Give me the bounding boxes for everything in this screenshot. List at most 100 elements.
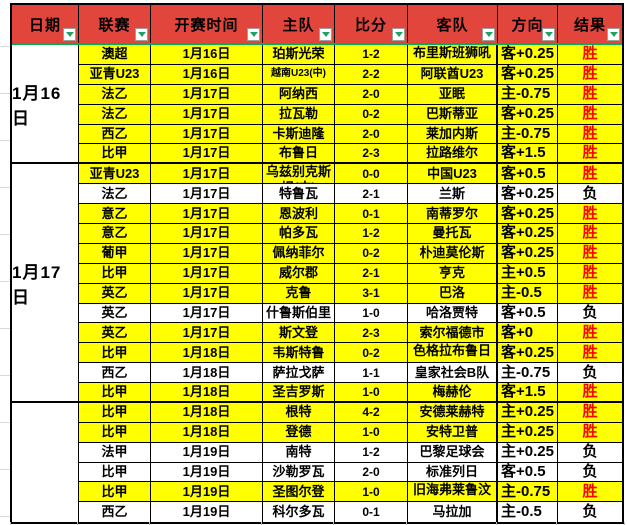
league-cell[interactable]: 英乙	[79, 283, 151, 303]
handicap-direction-cell[interactable]: 主-0.5	[498, 283, 558, 303]
score-cell[interactable]: 0-0	[335, 164, 408, 184]
league-cell[interactable]: 法乙	[79, 104, 151, 124]
home-team-cell[interactable]: 威尔郡	[263, 263, 335, 283]
score-cell[interactable]: 1-2	[335, 442, 408, 462]
handicap-direction-cell[interactable]: 客+0	[498, 323, 558, 343]
score-cell[interactable]: 0-2	[335, 104, 408, 124]
kickoff-date-cell[interactable]: 1月17日	[151, 104, 263, 124]
kickoff-date-cell[interactable]: 1月19日	[151, 442, 263, 462]
handicap-direction-cell[interactable]: 主-0.5	[498, 502, 558, 523]
home-team-cell[interactable]: 圣吉罗斯	[263, 383, 335, 401]
kickoff-date-cell[interactable]: 1月17日	[151, 84, 263, 104]
kickoff-date-cell[interactable]: 1月17日	[151, 204, 263, 223]
away-team-cell[interactable]: 安特卫普	[408, 422, 498, 442]
handicap-direction-cell[interactable]: 主+0.5	[498, 263, 558, 283]
league-cell[interactable]: 比甲	[79, 482, 151, 502]
handicap-direction-cell[interactable]: 客+0.25	[498, 104, 558, 124]
home-team-cell[interactable]: 萨拉戈萨	[263, 363, 335, 382]
result-cell[interactable]: 胜	[582, 383, 598, 400]
handicap-direction-cell[interactable]: 主-0.75	[498, 363, 558, 382]
score-cell[interactable]: 0-1	[335, 204, 408, 223]
league-cell[interactable]: 比甲	[79, 462, 151, 482]
away-team-cell[interactable]: 色格拉布鲁日	[408, 343, 498, 363]
filter-dropdown-button[interactable]	[63, 28, 76, 41]
result-cell[interactable]: 负	[582, 303, 598, 321]
result-cell[interactable]: 胜	[582, 204, 598, 222]
kickoff-date-cell[interactable]: 1月18日	[151, 363, 263, 382]
handicap-direction-cell[interactable]: 客+0.25	[498, 45, 558, 64]
score-cell[interactable]: 1-0	[335, 303, 408, 323]
date-group-cell[interactable]	[12, 402, 78, 522]
home-team-cell[interactable]: 圣图尔登	[263, 482, 335, 502]
league-cell[interactable]: 法甲	[79, 442, 151, 462]
away-team-cell[interactable]: 梅赫伦	[408, 383, 498, 401]
result-cell[interactable]: 负	[582, 363, 598, 381]
kickoff-date-cell[interactable]: 1月17日	[151, 224, 263, 243]
home-team-cell[interactable]: 帕多瓦	[263, 224, 335, 243]
filter-dropdown-button[interactable]	[482, 28, 495, 41]
home-team-cell[interactable]: 珀斯光荣	[263, 45, 335, 64]
filter-dropdown-button[interactable]	[607, 28, 620, 41]
away-team-cell[interactable]: 阿联酋U23	[408, 64, 498, 84]
score-cell[interactable]: 2-2	[335, 64, 408, 84]
score-cell[interactable]: 2-1	[335, 184, 408, 204]
score-cell[interactable]: 2-3	[335, 323, 408, 343]
league-cell[interactable]: 西乙	[79, 502, 151, 523]
away-team-cell[interactable]: 哈洛贾特	[408, 303, 498, 323]
result-cell[interactable]: 胜	[582, 423, 598, 441]
handicap-direction-cell[interactable]: 客+1.5	[498, 383, 558, 401]
kickoff-date-cell[interactable]: 1月16日	[151, 64, 263, 84]
league-cell[interactable]: 亚青U23	[79, 164, 151, 184]
league-cell[interactable]: 比甲	[79, 144, 151, 163]
kickoff-date-cell[interactable]: 1月17日	[151, 323, 263, 343]
result-cell[interactable]: 负	[582, 184, 598, 202]
result-cell[interactable]: 胜	[582, 65, 598, 83]
league-cell[interactable]: 澳超	[79, 45, 151, 64]
score-cell[interactable]: 1-0	[335, 482, 408, 502]
league-cell[interactable]: 意乙	[79, 204, 151, 223]
result-cell[interactable]: 胜	[582, 482, 598, 500]
handicap-direction-cell[interactable]: 客+0.5	[498, 164, 558, 184]
handicap-direction-cell[interactable]: 客+0.25	[498, 243, 558, 263]
result-cell[interactable]: 胜	[582, 323, 598, 341]
league-cell[interactable]: 比甲	[79, 263, 151, 283]
league-cell[interactable]: 比甲	[79, 383, 151, 401]
home-team-cell[interactable]: 南特	[263, 442, 335, 462]
score-cell[interactable]: 0-1	[335, 502, 408, 523]
kickoff-date-cell[interactable]: 1月17日	[151, 144, 263, 163]
home-team-cell[interactable]: 拉瓦勒	[263, 104, 335, 124]
home-team-cell[interactable]: 佩纳菲尔	[263, 243, 335, 263]
league-cell[interactable]: 葡甲	[79, 243, 151, 263]
league-cell[interactable]: 比甲	[79, 422, 151, 442]
league-cell[interactable]: 法乙	[79, 184, 151, 204]
away-team-cell[interactable]: 皇家社会B队	[408, 363, 498, 382]
score-cell[interactable]: 0-2	[335, 343, 408, 363]
home-team-cell[interactable]: 卡斯迪隆	[263, 124, 335, 144]
score-cell[interactable]: 1-0	[335, 422, 408, 442]
score-cell[interactable]: 2-0	[335, 462, 408, 482]
handicap-direction-cell[interactable]: 主+0.25	[498, 402, 558, 422]
home-team-cell[interactable]: 韦斯特鲁	[263, 343, 335, 363]
filter-dropdown-button[interactable]	[319, 28, 332, 41]
kickoff-date-cell[interactable]: 1月19日	[151, 502, 263, 523]
league-cell[interactable]: 亚青U23	[79, 64, 151, 84]
away-team-cell[interactable]: 拉路维尔	[408, 144, 498, 163]
away-team-cell[interactable]: 亚眠	[408, 84, 498, 104]
kickoff-date-cell[interactable]: 1月16日	[151, 45, 263, 64]
home-team-cell[interactable]: 根特	[263, 402, 335, 422]
kickoff-date-cell[interactable]: 1月17日	[151, 243, 263, 263]
handicap-direction-cell[interactable]: 主-0.75	[498, 84, 558, 104]
away-team-cell[interactable]: 巴黎足球会	[408, 442, 498, 462]
away-team-cell[interactable]: 南蒂罗尔	[408, 204, 498, 223]
home-team-cell[interactable]: 登德	[263, 422, 335, 442]
league-cell[interactable]: 西乙	[79, 363, 151, 382]
result-cell[interactable]: 胜	[582, 343, 598, 361]
handicap-direction-cell[interactable]: 客+0.25	[498, 204, 558, 223]
date-group-cell[interactable]: 1月17日	[12, 164, 78, 403]
result-cell[interactable]: 胜	[582, 224, 598, 242]
score-cell[interactable]: 2-1	[335, 263, 408, 283]
result-cell[interactable]: 胜	[582, 284, 598, 302]
kickoff-date-cell[interactable]: 1月18日	[151, 383, 263, 401]
score-cell[interactable]: 2-3	[335, 144, 408, 163]
handicap-direction-cell[interactable]: 客+0.25	[498, 64, 558, 84]
